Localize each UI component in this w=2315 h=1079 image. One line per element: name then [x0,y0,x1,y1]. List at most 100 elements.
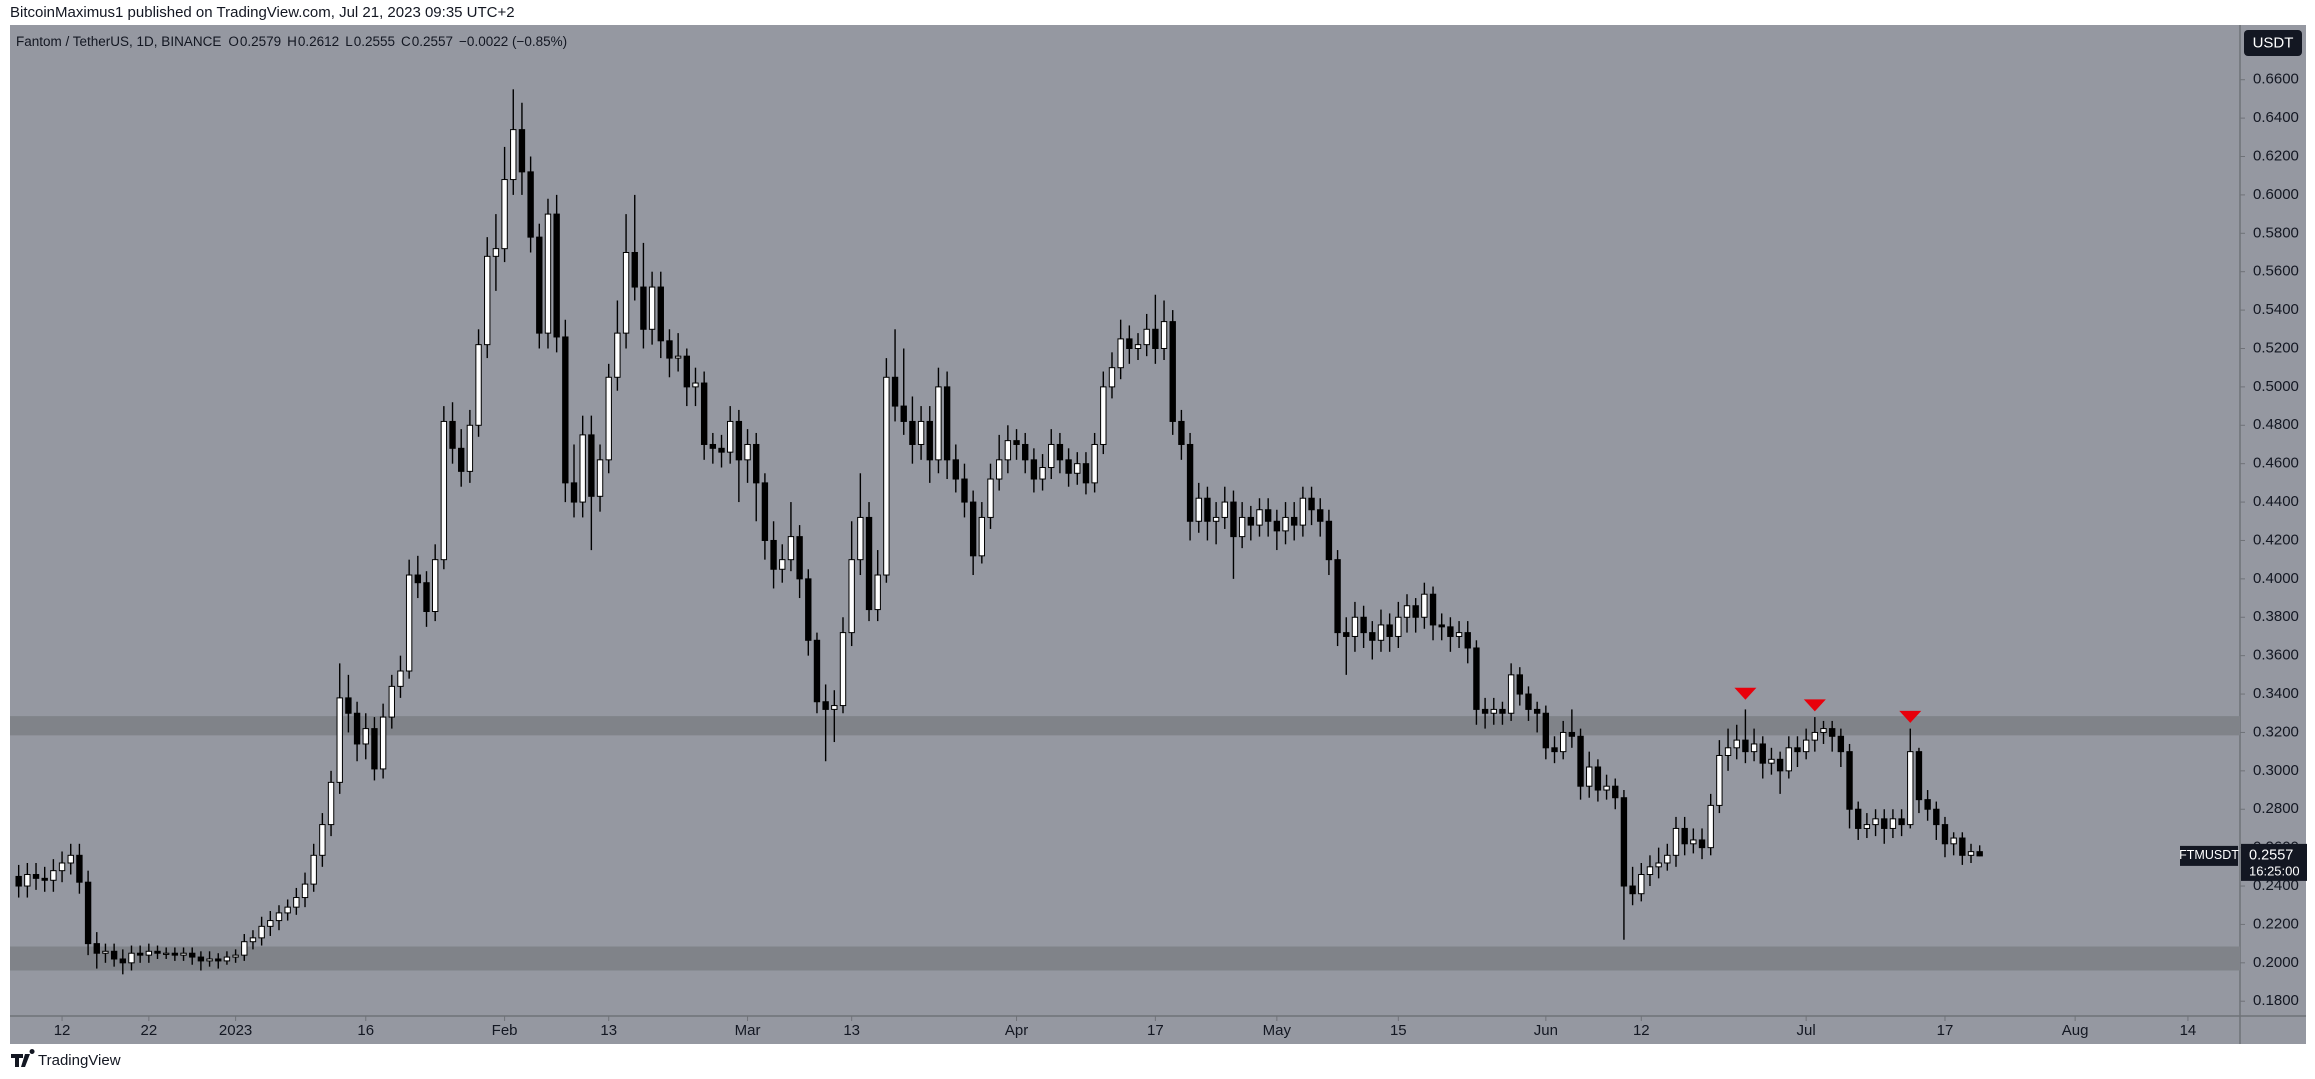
candle-body [1490,708,1497,714]
price-badge [2241,843,2307,881]
candle-body [1881,818,1888,829]
y-tick-label: 0.6400 [2253,109,2299,126]
y-tick-label: 0.5200 [2253,339,2299,356]
candle-body [995,459,1003,480]
candle-body [969,501,977,557]
candle-body [1030,459,1038,480]
candle-body [1421,593,1428,618]
candle-body [466,424,474,472]
candle-body [119,958,126,964]
candle-body [327,781,335,826]
candle-body [1256,509,1263,526]
candle-body [813,639,821,703]
candle-body [1724,747,1732,756]
candle-body [1577,735,1584,787]
candle-body [431,559,439,612]
x-tick-label: 17 [1937,1022,1954,1039]
candle-body [648,286,656,330]
candle-body [1525,693,1532,710]
candle-body [1690,839,1697,845]
candle-body [640,286,647,330]
candle-body [596,459,604,497]
publisher-line: BitcoinMaximus1 published on TradingView… [10,4,515,21]
candle-body [102,950,109,954]
x-tick-label: Feb [492,1022,518,1039]
x-tick-label: 22 [140,1022,157,1039]
candle-body [475,344,482,426]
candle-body [622,251,630,334]
y-tick-label: 0.6000 [2253,186,2299,203]
legend-key: O [228,34,239,49]
candle-body [162,952,170,955]
candle-body [1195,497,1202,522]
candle-body [93,943,100,954]
candle-body [362,728,369,745]
x-tick-label: 14 [2180,1022,2197,1039]
candle-body [258,925,265,939]
candle-body [1776,758,1784,772]
candle-body [935,386,942,461]
candle-body [215,958,222,962]
candle-body [423,582,430,612]
x-tick-label: 2023 [219,1022,252,1039]
candle-body [145,950,153,956]
y-tick-label: 0.2200 [2253,915,2299,932]
candle-body [1369,632,1376,641]
candle-body [1603,785,1610,791]
candle-body [857,516,864,561]
currency-badge [2244,30,2302,56]
candle-body [605,376,612,461]
candle-body [1152,328,1159,349]
y-tick-label: 0.5400 [2253,301,2299,318]
candle-body [1560,731,1567,753]
candle-body [1855,808,1862,829]
candle-body [891,376,899,407]
candle-body [1655,862,1662,868]
candle-body [388,685,395,718]
y-tick-label: 0.2800 [2253,800,2299,817]
candle-body [293,897,300,908]
candle-body [171,952,179,956]
candle-body [492,248,500,257]
candle-body [1794,747,1801,753]
candle-body [987,478,994,518]
candle-body [1082,463,1090,484]
y-tick-label: 0.3200 [2253,723,2299,740]
price-badge-value: 0.2557 [2249,848,2293,864]
y-tick-label: 0.2400 [2253,877,2299,894]
candle-body [1698,839,1706,849]
candle-body [683,355,690,388]
candle-body [1065,459,1072,474]
candle-body [1273,520,1281,532]
candle-body [267,920,274,927]
candle-body [1638,874,1645,895]
candle-body [770,539,777,570]
currency-label: USDT [2253,34,2294,51]
candle-body [1959,837,1966,856]
candle-body [536,236,543,334]
candle-body [440,420,448,561]
brand: TradingView [11,1049,121,1069]
candle-body [1664,854,1671,864]
candle-body [1204,497,1211,522]
candle-body [1820,728,1827,733]
candle-body [1022,443,1029,461]
candle-body [1568,731,1576,737]
candle-body [1533,708,1541,714]
candle-body [510,129,517,181]
candle-body [1212,516,1220,522]
candle-body [1907,751,1914,826]
x-tick-label: Jun [1534,1022,1558,1039]
candle-body [917,420,925,445]
candle-body [1516,674,1523,695]
candle-body [1013,440,1020,445]
candle-body [232,954,239,958]
candle-body [58,862,66,872]
candle-body [518,129,526,173]
y-tick-label: 0.2000 [2253,954,2299,971]
candle-body [1499,708,1506,714]
candle-body [50,870,57,881]
y-tick-label: 0.3000 [2253,762,2299,779]
y-tick-label: 0.1800 [2253,992,2299,1009]
candle-body [718,447,725,453]
